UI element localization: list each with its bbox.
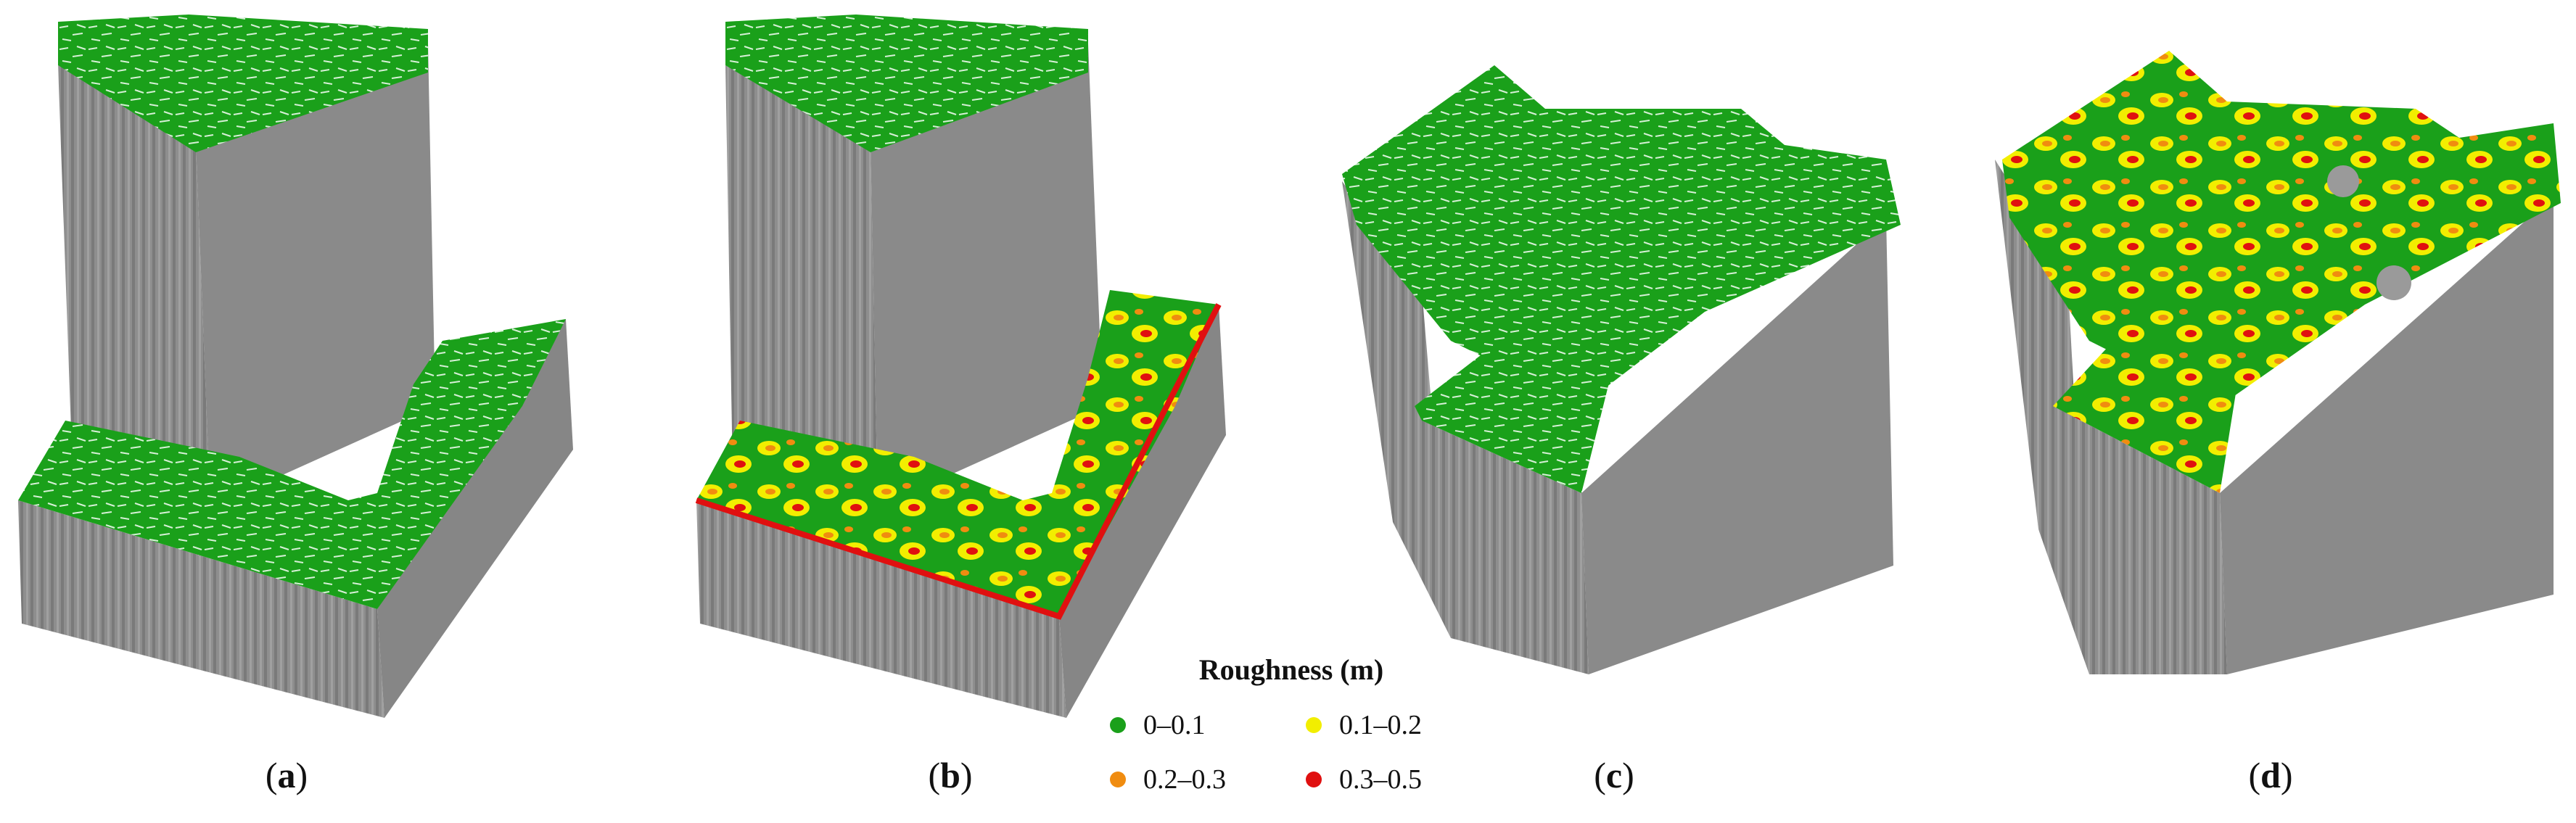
panel-b-roof-edge [695,303,1222,620]
panel-b-base-wall-right [1059,305,1226,718]
panel-d-model [1995,51,2561,674]
legend-item: 0–0.1 [1110,707,1206,743]
panel-a-tower-wall [58,65,210,508]
panel-c-wall-front [1422,421,1589,674]
legend-title: Roughness (m) [1198,653,1384,686]
panel-d-roof-object [2377,265,2411,300]
legend-dot-yellow [1306,717,1322,733]
panel-c-roof-lower [1415,334,1618,493]
legend-label: 0.1–0.2 [1339,710,1422,740]
panel-a-base-wall-front [18,500,384,718]
panel-a-base-wall-right [377,319,573,718]
panel-a-tower-roof [58,15,428,152]
panel-c-model [1342,65,1901,674]
legend-dot-red [1306,772,1322,787]
panel-c-roof-upper [1342,65,1901,406]
caption-c: (c) [1594,755,1634,795]
panel-b-model [695,15,1226,718]
roughness-legend: Roughness (m) 0–0.1 0.1–0.2 0.2–0.3 0.3–… [1088,653,1494,819]
legend-dot-orange [1110,772,1126,787]
panel-c-wall-right [1581,218,1893,674]
legend-label: 0–0.1 [1143,710,1206,740]
panel-c-wall-left [1342,181,1451,638]
panel-b-base-wall-front [696,500,1066,718]
legend-item: 0.1–0.2 [1306,707,1422,743]
legend-item: 0.3–0.5 [1306,761,1422,798]
legend-label: 0.2–0.3 [1143,764,1226,795]
panel-b-tower-wall [725,65,878,508]
panel-a-base-roof [18,319,566,609]
panel-a-model [18,15,573,718]
legend-dot-green [1110,717,1126,733]
caption-d: (d) [2248,755,2293,795]
panel-d-roof-object [2327,165,2359,197]
panel-d-wall-right [2220,196,2554,674]
panel-d-roof-lower [2053,305,2249,493]
panel-d-wall-front [2053,406,2227,674]
panel-b-base-roof [696,290,1219,616]
legend-item: 0.2–0.3 [1110,761,1226,798]
panel-b-tower-roof [725,15,1088,152]
caption-b: (b) [928,755,973,795]
caption-a: (a) [265,755,308,795]
panel-b-tower-wall-right [871,44,1103,508]
legend-label: 0.3–0.5 [1339,764,1422,795]
panel-a-tower-wall-right [196,44,435,508]
